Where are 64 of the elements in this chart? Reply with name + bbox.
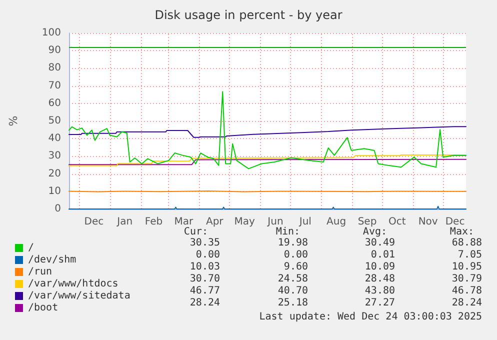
text: 24.58 (278, 274, 308, 284)
text: Min: (276, 226, 300, 238)
text: Last update: Wed Dec 24 03:00:03 2025 (259, 312, 482, 322)
x-tick-label: Dec (84, 216, 104, 228)
text: 25.18 (278, 298, 308, 308)
text: 0.00 (284, 250, 308, 260)
text: 30.49 (364, 238, 396, 248)
text: 10.09 (364, 262, 396, 272)
text: 30.70 (190, 274, 220, 284)
x-tick-label: Aug (326, 216, 346, 228)
legend-label: /dev/shm (28, 254, 76, 266)
legend-label: /var/www/htdocs (28, 278, 118, 290)
y-tick-label: 60 (48, 98, 61, 109)
y-tick-label: 20 (48, 168, 61, 180)
text: 0.01 (370, 250, 396, 260)
text: Max: (450, 226, 474, 238)
y-tick-label: 50 (48, 116, 61, 126)
x-tick-label: May (234, 216, 255, 228)
y-tick-label: 10 (48, 186, 61, 197)
y-tick-label: 70 (48, 80, 61, 92)
text: 7.05 (458, 250, 482, 260)
y-axis-title: % (7, 116, 20, 126)
text: 19.98 (278, 238, 308, 248)
x-tick-label: Apr (206, 216, 224, 228)
text: 46.77 (190, 286, 220, 296)
text: 43.80 (364, 286, 396, 296)
legend-label: /run (28, 266, 52, 278)
y-tick-label: 100 (42, 28, 61, 38)
text: Avg: (362, 226, 388, 238)
legend-label: / (28, 242, 34, 254)
legend-label: /var/www/sitedata (28, 290, 130, 302)
x-tick-label: Nov (418, 216, 438, 228)
x-tick-label: Jan (116, 216, 133, 228)
text: 0.00 (196, 250, 220, 260)
x-tick-label: Sep (358, 216, 377, 228)
chart-title: Disk usage in percent - by year (154, 8, 342, 22)
y-tick-label: 30 (48, 150, 61, 162)
text: 68.88 (452, 238, 482, 248)
text: 28.48 (364, 274, 396, 284)
x-tick-label: Feb (144, 216, 163, 228)
x-tick-label: Mar (174, 216, 194, 228)
x-tick-label: Jul (298, 216, 312, 228)
text: 9.60 (284, 262, 308, 272)
x-tick-label: Oct (388, 216, 406, 228)
y-tick-label: 80 (48, 62, 61, 74)
text: 30.79 (452, 274, 482, 284)
line-series (68, 126, 466, 138)
x-tick-label: Jun (266, 216, 284, 228)
y-tick-label: 90 (48, 45, 61, 56)
text: 10.95 (452, 262, 482, 272)
text: 40.70 (278, 286, 308, 296)
x-tick-label: Dec (445, 216, 465, 228)
text: 30.35 (190, 238, 220, 248)
text: Cur: (184, 226, 208, 238)
text: 46.78 (452, 286, 482, 296)
line-series (68, 91, 466, 170)
y-tick-label: 0 (54, 204, 61, 214)
text: 28.24 (452, 298, 482, 308)
line-series (68, 154, 466, 166)
text: 10.03 (190, 262, 220, 272)
text: 27.27 (364, 298, 396, 308)
legend-label: /boot (28, 302, 58, 314)
text: 28.24 (190, 298, 220, 308)
y-tick-label: 40 (48, 133, 61, 144)
